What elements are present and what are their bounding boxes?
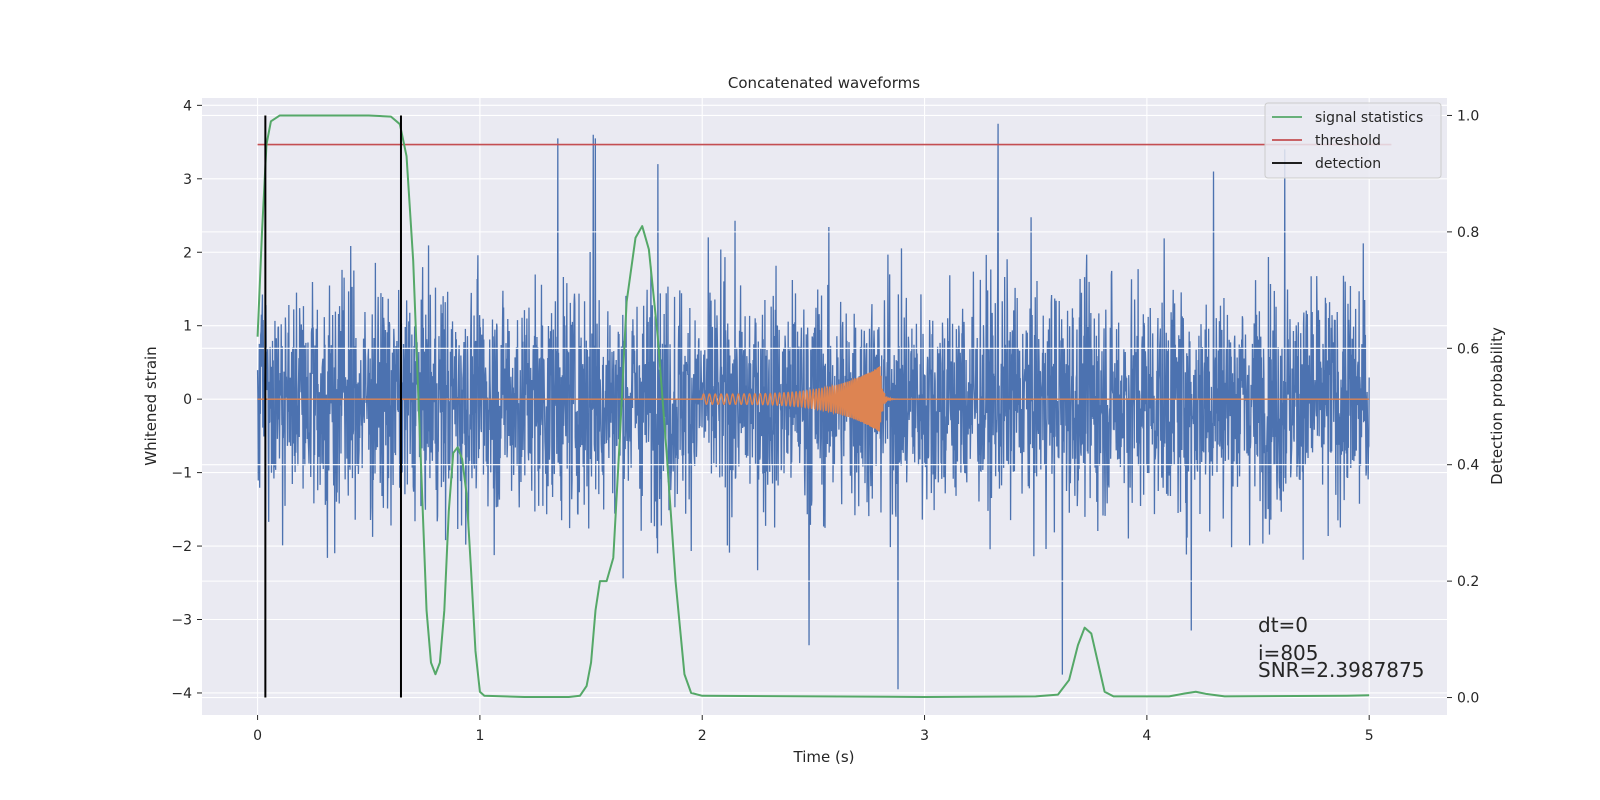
annotation-i: i=805 [1258,641,1319,665]
annotation-dt: dt=0 [1258,613,1308,637]
annotations: dt=0 i=805 SNR=2.3987875 [1258,613,1424,682]
x-tick-label: 0 [253,728,262,744]
y2-axis-ticks: 0.0 0.2 0.4 0.6 0.8 1.0 [1447,108,1479,707]
x-axis-ticks: 0 1 2 3 4 5 [253,715,1374,744]
y2-tick-label: 0.6 [1457,341,1479,357]
y2-tick-label: 0.0 [1457,691,1479,707]
legend-box [1264,102,1442,179]
whitened-strain-line [256,123,1370,690]
y-tick-label: −2 [171,539,192,555]
legend: signal statistics threshold detection [1264,102,1442,179]
y-tick-label: −4 [171,686,192,702]
y-tick-label: −1 [171,466,192,482]
x-tick-label: 5 [1365,728,1374,744]
injected-waveform-line [257,366,1370,432]
y-tick-label: −3 [171,613,192,629]
y-axis-label: Whitened strain [142,346,160,465]
y-tick-label: 0 [183,392,192,408]
x-axis-label: Time (s) [793,748,855,766]
legend-label-detection: detection [1315,156,1381,172]
y2-tick-label: 0.2 [1457,574,1479,590]
y2-tick-label: 1.0 [1457,108,1479,124]
x-tick-label: 1 [475,728,484,744]
y-tick-label: 2 [183,245,192,261]
y-tick-label: 3 [183,172,192,188]
y-tick-label: 4 [183,98,192,114]
y2-tick-label: 0.8 [1457,225,1479,241]
legend-label-threshold: threshold [1315,133,1381,149]
x-tick-label: 4 [1142,728,1151,744]
annotation-snr: SNR=2.3987875 [1258,658,1424,682]
y-axis-ticks: −4 −3 −2 −1 0 1 2 3 4 [171,98,202,702]
y2-axis-label: Detection probability [1488,327,1506,485]
data-layer [202,114,1447,699]
signal-statistics-line [256,114,1370,698]
chart-title: Concatenated waveforms [728,74,920,92]
y-tick-label: 1 [183,319,192,335]
legend-label-signal: signal statistics [1315,110,1423,126]
x-tick-label: 2 [698,728,707,744]
x-tick-label: 3 [920,728,929,744]
y2-tick-label: 0.4 [1457,458,1479,474]
